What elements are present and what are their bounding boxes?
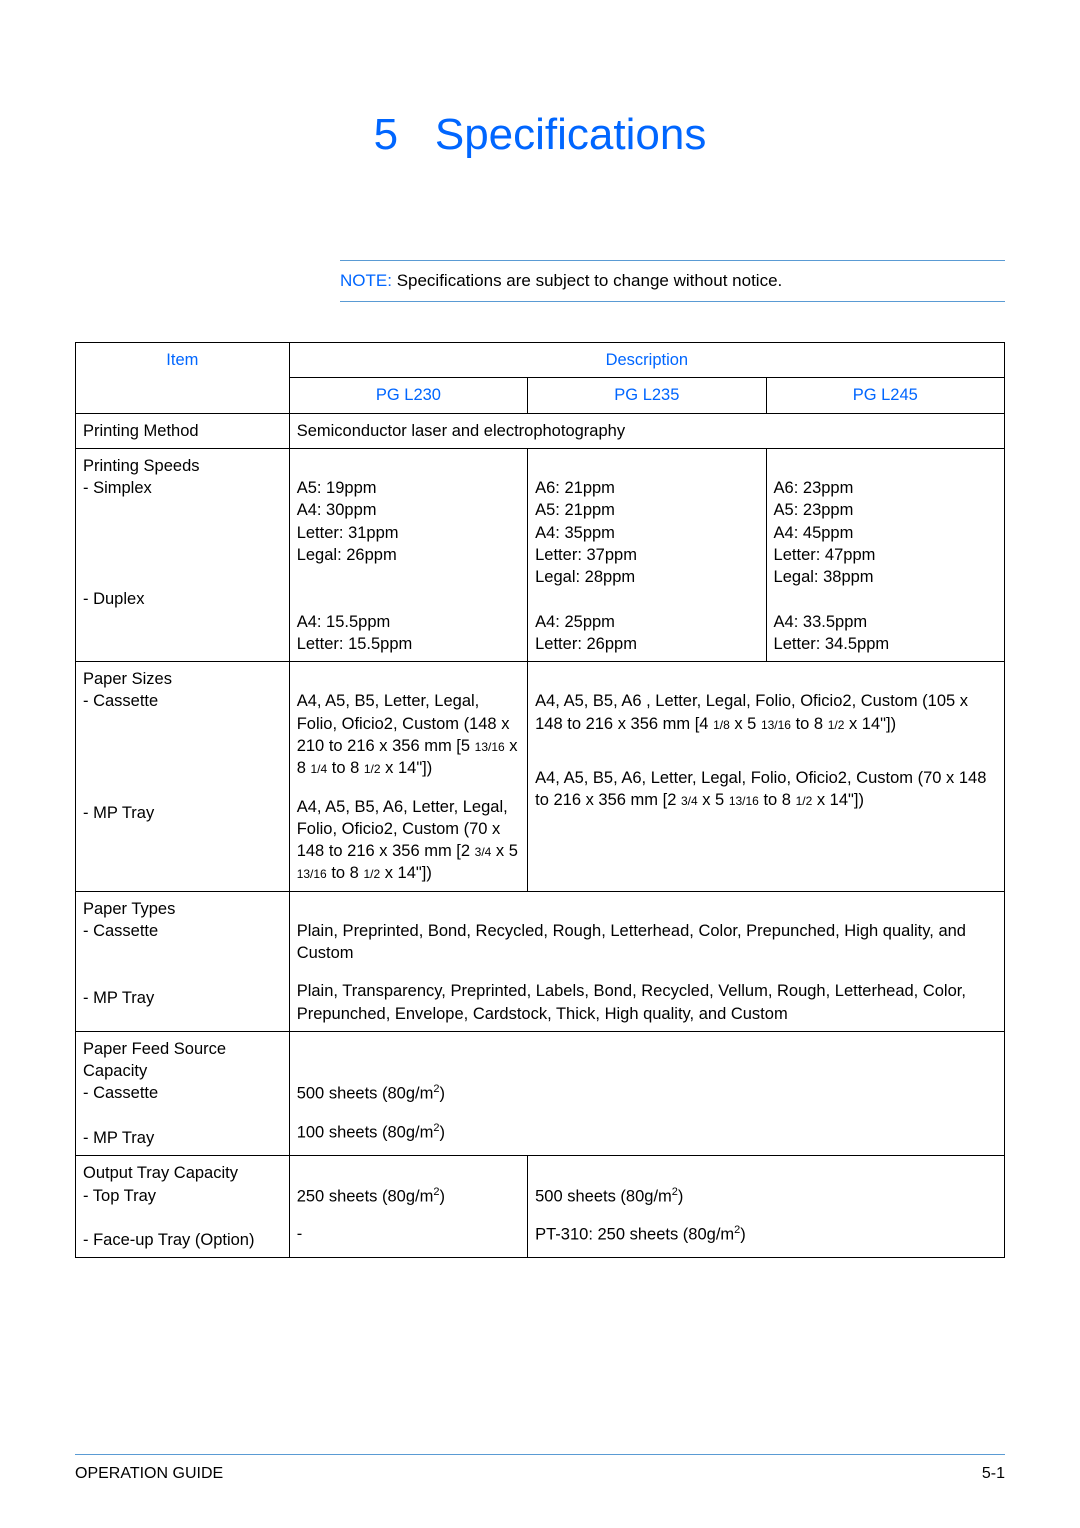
value-cell: 250 sheets (80g/m2)-: [289, 1156, 527, 1258]
item-cell: Paper Sizes- Cassette - MP Tray: [76, 662, 290, 891]
note-text: NOTE: Specifications are subject to chan…: [340, 261, 1005, 301]
specs-table: Item Description PG L230 PG L235 PG L245…: [75, 342, 1005, 1258]
th-item: Item: [76, 343, 290, 414]
note-label: NOTE:: [340, 271, 392, 290]
item-cell: Printing Speeds- Simplex - Duplex: [76, 448, 290, 661]
item-cell: Output Tray Capacity- Top Tray - Face-up…: [76, 1156, 290, 1258]
chapter-number: 5: [374, 110, 398, 159]
value-cell: Plain, Preprinted, Bond, Recycled, Rough…: [289, 891, 1004, 1031]
note-body: Specifications are subject to change wit…: [397, 271, 783, 290]
th-description: Description: [289, 343, 1004, 378]
footer-right: 5-1: [982, 1465, 1005, 1483]
value-cell: A6: 23ppmA5: 23ppmA4: 45ppmLetter: 47ppm…: [766, 448, 1004, 661]
chapter-name: Specifications: [435, 110, 706, 159]
th-model-1: PG L235: [528, 378, 766, 413]
value-cell: A4, A5, B5, A6 , Letter, Legal, Folio, O…: [528, 662, 1005, 891]
table-row: Printing MethodSemiconductor laser and e…: [76, 413, 1005, 448]
value-cell: A4, A5, B5, Letter, Legal, Folio, Oficio…: [289, 662, 527, 891]
value-cell: A5: 19ppmA4: 30ppmLetter: 31ppmLegal: 26…: [289, 448, 527, 661]
specs-tbody: Printing MethodSemiconductor laser and e…: [76, 413, 1005, 1258]
note-rule-bottom: [340, 301, 1005, 302]
table-row: Printing Speeds- Simplex - Duplex A5: 19…: [76, 448, 1005, 661]
item-cell: Paper Feed Source Capacity- Cassette - M…: [76, 1031, 290, 1155]
note-box: NOTE: Specifications are subject to chan…: [340, 260, 1005, 302]
table-row: Output Tray Capacity- Top Tray - Face-up…: [76, 1156, 1005, 1258]
item-cell: Printing Method: [76, 413, 290, 448]
item-cell: Paper Types- Cassette - MP Tray: [76, 891, 290, 1031]
value-cell: A6: 21ppmA5: 21ppmA4: 35ppmLetter: 37ppm…: [528, 448, 766, 661]
chapter-title: 5 Specifications: [75, 110, 1005, 160]
table-row: Paper Feed Source Capacity- Cassette - M…: [76, 1031, 1005, 1155]
footer-left: OPERATION GUIDE: [75, 1465, 223, 1483]
th-model-2: PG L245: [766, 378, 1004, 413]
value-cell: 500 sheets (80g/m2)100 sheets (80g/m2): [289, 1031, 1004, 1155]
value-cell: 500 sheets (80g/m2)PT-310: 250 sheets (8…: [528, 1156, 1005, 1258]
th-model-0: PG L230: [289, 378, 527, 413]
table-row: Paper Sizes- Cassette - MP Tray A4, A5, …: [76, 662, 1005, 891]
footer: OPERATION GUIDE 5-1: [75, 1454, 1005, 1483]
value-cell: Semiconductor laser and electrophotograp…: [289, 413, 1004, 448]
table-row: Paper Types- Cassette - MP Tray Plain, P…: [76, 891, 1005, 1031]
